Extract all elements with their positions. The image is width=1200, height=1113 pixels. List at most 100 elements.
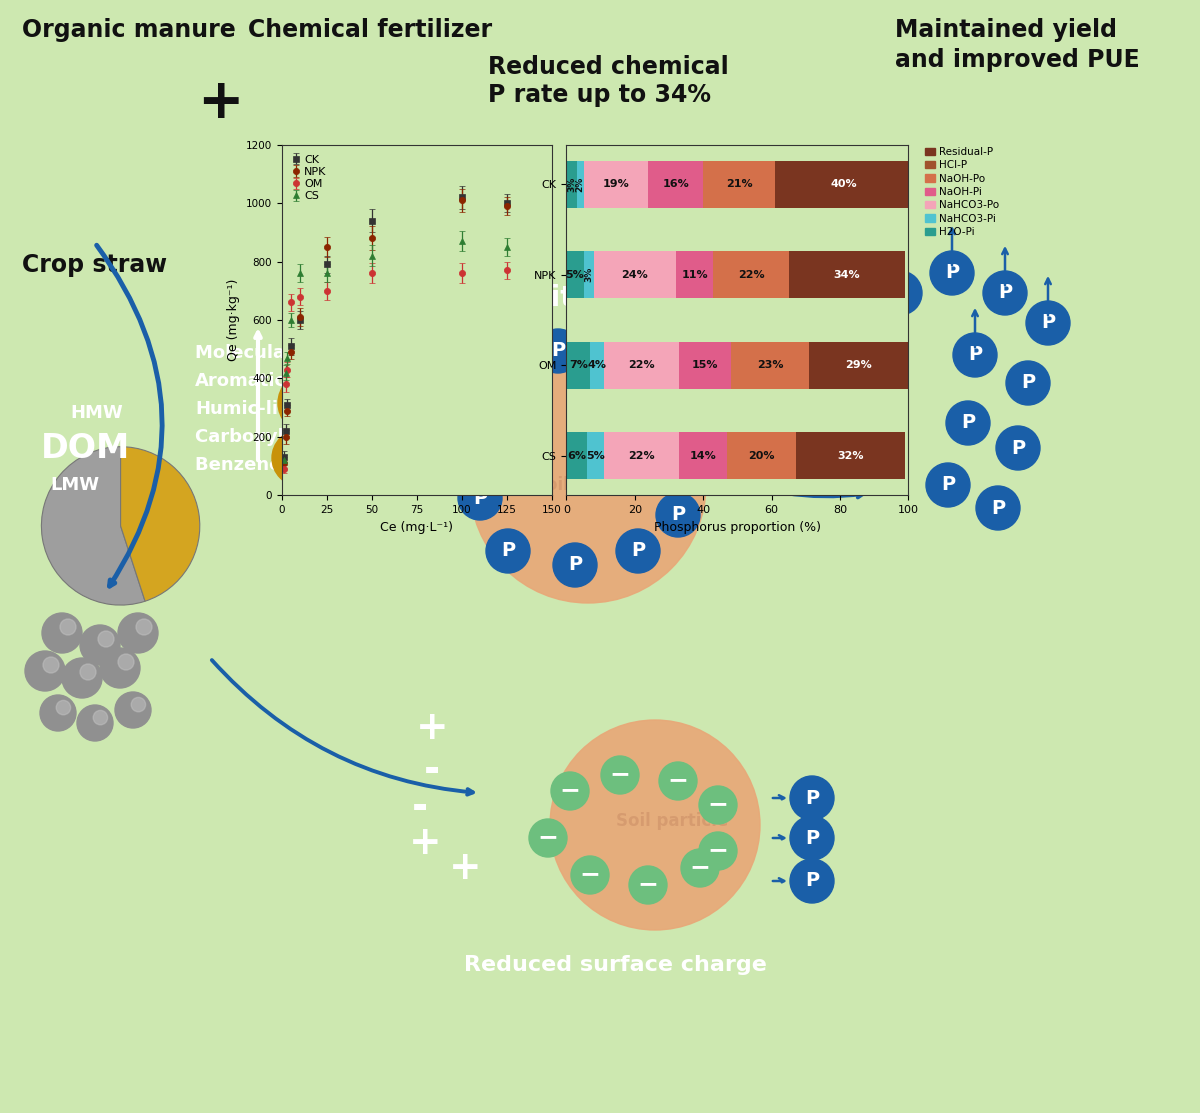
Bar — [775, 160, 912, 208]
Text: P: P — [991, 499, 1006, 518]
Circle shape — [996, 426, 1040, 470]
Text: 3%: 3% — [584, 267, 593, 283]
Text: −: − — [667, 768, 689, 792]
Bar — [566, 252, 583, 298]
Circle shape — [588, 329, 632, 373]
Text: P: P — [944, 264, 959, 283]
Text: 2%: 2% — [576, 177, 584, 191]
Text: P: P — [473, 489, 487, 508]
Circle shape — [115, 692, 151, 728]
Bar — [594, 252, 676, 298]
Text: P: P — [805, 828, 820, 847]
Circle shape — [656, 493, 700, 536]
Bar — [566, 160, 577, 208]
Text: 7%: 7% — [569, 361, 588, 371]
Text: 24%: 24% — [622, 269, 648, 279]
Bar — [727, 432, 796, 480]
Circle shape — [571, 856, 610, 894]
Circle shape — [329, 427, 385, 483]
Circle shape — [668, 381, 712, 425]
Text: 34%: 34% — [834, 269, 860, 279]
Text: P: P — [503, 362, 517, 381]
Circle shape — [272, 430, 328, 486]
Text: 3%: 3% — [568, 177, 576, 191]
Circle shape — [25, 651, 65, 691]
Text: Sorption site competition: Sorption site competition — [390, 284, 790, 312]
Wedge shape — [120, 446, 199, 601]
Circle shape — [698, 833, 737, 870]
Bar — [604, 432, 679, 480]
Text: −: − — [610, 762, 630, 786]
Text: −: − — [559, 778, 581, 802]
Text: -: - — [412, 789, 428, 827]
Text: Humic-like: Humic-like — [194, 400, 301, 418]
Circle shape — [118, 654, 134, 670]
Circle shape — [298, 440, 318, 461]
Circle shape — [118, 613, 158, 653]
Text: −: − — [708, 838, 728, 861]
Circle shape — [488, 349, 532, 393]
Text: −: − — [580, 861, 600, 886]
Text: 22%: 22% — [738, 269, 764, 279]
X-axis label: Ce (mg·L⁻¹): Ce (mg·L⁻¹) — [380, 521, 454, 533]
Bar — [796, 432, 905, 480]
Bar — [566, 432, 587, 480]
Text: 15%: 15% — [691, 361, 718, 371]
Text: 19%: 19% — [602, 179, 629, 189]
Circle shape — [926, 463, 970, 508]
Circle shape — [682, 849, 719, 887]
Text: −: − — [538, 825, 558, 849]
Bar — [648, 160, 703, 208]
Circle shape — [278, 373, 338, 433]
Text: 22%: 22% — [629, 361, 655, 371]
Text: Soil particle: Soil particle — [616, 812, 728, 830]
Bar — [590, 342, 604, 388]
Text: 5%: 5% — [586, 451, 605, 461]
Circle shape — [946, 401, 990, 445]
Text: P: P — [805, 871, 820, 890]
Circle shape — [470, 367, 706, 603]
Text: 14%: 14% — [690, 451, 716, 461]
Text: P: P — [941, 475, 955, 494]
Text: 11%: 11% — [682, 269, 708, 279]
Circle shape — [953, 333, 997, 377]
Text: HMW: HMW — [71, 404, 124, 422]
Circle shape — [94, 710, 108, 725]
Circle shape — [80, 626, 120, 664]
Circle shape — [673, 436, 718, 480]
Circle shape — [136, 619, 152, 636]
Circle shape — [659, 762, 697, 800]
Circle shape — [56, 700, 71, 715]
Circle shape — [1026, 301, 1070, 345]
Bar — [583, 252, 594, 298]
Text: 40%: 40% — [830, 179, 857, 189]
Circle shape — [40, 695, 76, 731]
Text: DOM: DOM — [41, 432, 130, 464]
Bar — [809, 342, 908, 388]
Text: P: P — [1010, 439, 1025, 457]
Circle shape — [98, 631, 114, 647]
Text: +: + — [197, 76, 244, 130]
Circle shape — [62, 658, 102, 698]
Circle shape — [42, 613, 82, 653]
Circle shape — [553, 543, 598, 587]
Circle shape — [601, 756, 640, 794]
Circle shape — [305, 383, 328, 406]
Text: 29%: 29% — [846, 361, 872, 371]
Text: 23%: 23% — [757, 361, 784, 371]
Text: 20%: 20% — [748, 451, 774, 461]
Text: P: P — [470, 405, 485, 424]
Bar — [788, 252, 905, 298]
Circle shape — [616, 529, 660, 573]
Circle shape — [529, 819, 568, 857]
Text: P: P — [961, 414, 976, 433]
Bar — [587, 432, 604, 480]
Circle shape — [77, 705, 113, 741]
Text: Soil particle: Soil particle — [534, 476, 646, 494]
Text: 4%: 4% — [588, 361, 607, 371]
Text: LMW: LMW — [50, 476, 100, 494]
Bar — [679, 342, 731, 388]
X-axis label: Phosphorus proportion (%): Phosphorus proportion (%) — [654, 521, 821, 533]
Circle shape — [335, 358, 395, 418]
Circle shape — [100, 648, 140, 688]
